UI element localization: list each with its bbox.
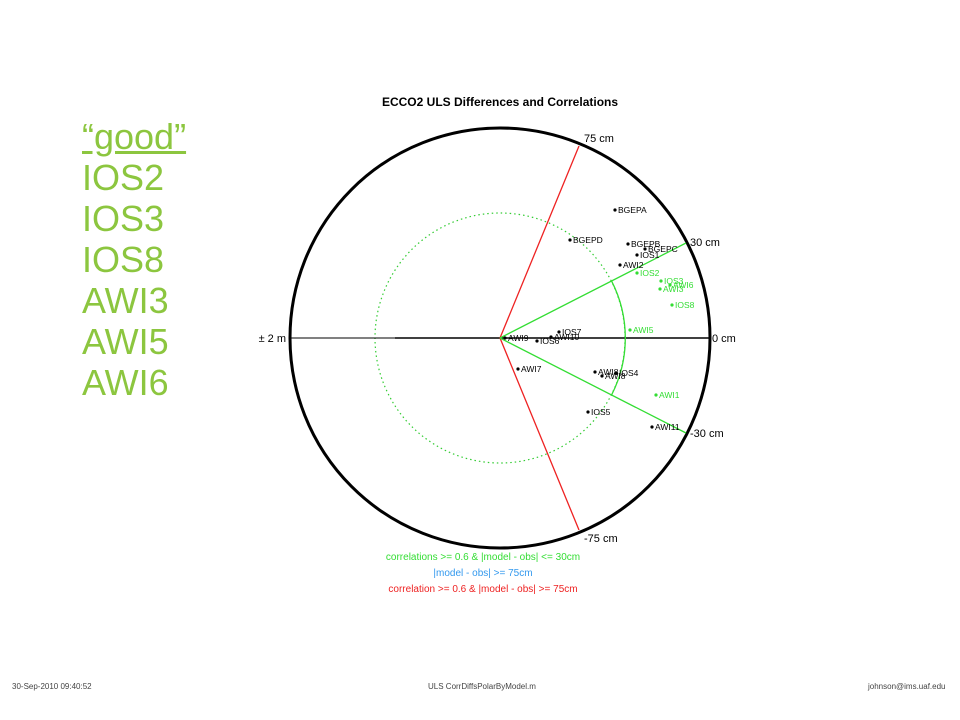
data-point xyxy=(549,335,553,339)
point-label: IOS3 xyxy=(664,276,684,286)
good-list-item: IOS3 xyxy=(82,198,165,239)
footer-script-name: ULS CorrDiffsPolarByModel.m xyxy=(428,682,536,691)
good-list-item: AWI3 xyxy=(82,280,169,321)
good-list-item: IOS8 xyxy=(82,239,165,280)
point-label: AWI11 xyxy=(655,422,680,432)
point-label: AWI2 xyxy=(623,260,644,270)
data-point xyxy=(635,271,639,275)
reference-label: 75 cm xyxy=(584,133,614,145)
data-point xyxy=(557,330,561,334)
point-label: AWI5 xyxy=(633,325,654,335)
data-point xyxy=(659,279,663,283)
point-label: IOS5 xyxy=(591,407,611,417)
reference-label: -75 cm xyxy=(584,533,618,545)
point-label: IOS8 xyxy=(675,300,695,310)
point-label: AWI3 xyxy=(663,284,684,294)
chart-title: ECCO2 ULS Differences and Correlations xyxy=(382,95,618,109)
data-point xyxy=(626,242,630,246)
data-point xyxy=(613,208,617,212)
good-list-item: IOS2 xyxy=(82,157,165,198)
legend-entry: |model - obs| >= 75cm xyxy=(433,568,532,579)
point-label: AWI10 xyxy=(554,332,579,342)
data-point xyxy=(516,367,520,371)
data-point xyxy=(670,303,674,307)
reference-label: 0 cm xyxy=(712,333,736,345)
data-point xyxy=(593,370,597,374)
red-boundary-lower xyxy=(499,337,580,531)
legend-entry: correlations >= 0.6 & |model - obs| <= 3… xyxy=(386,552,580,563)
point-label: AWI6 xyxy=(673,280,694,290)
point-label: IOS6 xyxy=(540,336,560,346)
point-label: AWI1 xyxy=(659,390,680,400)
data-point xyxy=(628,328,632,332)
good-heading: “good” xyxy=(82,116,187,157)
data-point xyxy=(586,410,590,414)
green-boundary-upper xyxy=(499,242,687,339)
green-boundary-lower xyxy=(499,337,687,434)
point-label: AWI8 xyxy=(605,371,626,381)
point-label: IOS7 xyxy=(562,327,582,337)
good-list: “good” IOS2 IOS3 IOS8 AWI3 AWI5 AWI6 xyxy=(82,116,186,403)
data-point xyxy=(618,263,622,267)
good-list-item: AWI5 xyxy=(82,321,169,362)
point-label: BGEPC xyxy=(648,244,678,254)
point-label: AWI7 xyxy=(521,364,542,374)
point-label: IOS1 xyxy=(640,250,660,260)
point-label: BGEPB xyxy=(631,239,661,249)
reference-label: ± 2 m xyxy=(259,333,286,345)
footer-timestamp: 30-Sep-2010 09:40:52 xyxy=(12,682,92,691)
point-label: IOS2 xyxy=(640,268,660,278)
footer: 30-Sep-2010 09:40:52 ULS CorrDiffsPolarB… xyxy=(0,682,960,696)
data-point xyxy=(600,374,604,378)
data-point xyxy=(635,253,639,257)
data-point xyxy=(658,287,662,291)
data-point xyxy=(503,336,507,340)
data-point xyxy=(535,339,539,343)
point-label: IOS4 xyxy=(619,368,639,378)
data-point xyxy=(614,371,618,375)
footer-email: johnson@ims.uaf.edu xyxy=(868,682,946,691)
reference-label: -30 cm xyxy=(690,428,724,440)
data-point xyxy=(568,238,572,242)
data-point xyxy=(654,393,658,397)
point-label: BGEPD xyxy=(573,235,603,245)
legend-entry: correlation >= 0.6 & |model - obs| >= 75… xyxy=(388,584,577,595)
point-label: BGEPA xyxy=(618,205,647,215)
data-point xyxy=(643,247,647,251)
point-label: AWI8 xyxy=(598,367,619,377)
red-boundary-upper xyxy=(499,145,580,339)
data-point xyxy=(668,283,672,287)
good-list-item: AWI6 xyxy=(82,362,169,403)
reference-label: 30 cm xyxy=(690,237,720,249)
point-label: AWI9 xyxy=(508,333,529,343)
green-arc xyxy=(611,280,626,396)
data-point xyxy=(650,425,654,429)
